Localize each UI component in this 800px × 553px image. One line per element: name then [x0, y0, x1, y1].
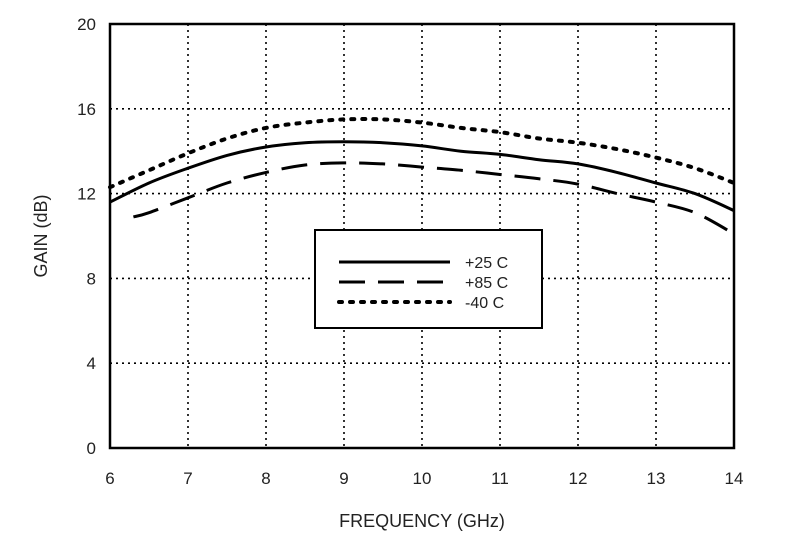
series-line-40c: [108, 117, 736, 190]
y-tick-labels: 0 4 8 12 16 20: [77, 15, 96, 458]
legend-entries: +25 C +85 C -40 C: [337, 255, 508, 312]
legend-box: [314, 229, 543, 329]
legend-label: -40 C: [465, 295, 504, 312]
y-tick-label: 8: [87, 269, 96, 288]
x-tick-label: 12: [569, 469, 588, 488]
y-tick-label: 16: [77, 100, 96, 119]
x-tick-label: 10: [413, 469, 432, 488]
y-tick-label: 12: [77, 185, 96, 204]
y-tick-label: 4: [87, 354, 96, 373]
x-tick-label: 7: [183, 469, 192, 488]
y-axis-title: GAIN (dB): [31, 194, 51, 277]
series-lines: [108, 117, 736, 236]
legend-label: +25 C: [465, 255, 508, 272]
x-tick-label: 11: [491, 469, 509, 488]
plot-frame: [108, 22, 736, 450]
legend-label: +85 C: [465, 275, 508, 292]
x-tick-label: 6: [105, 469, 114, 488]
x-tick-label: 9: [339, 469, 348, 488]
x-tick-label: 8: [261, 469, 270, 488]
y-tick-label: 20: [77, 15, 96, 34]
series-line-85c: [133, 161, 735, 236]
x-tick-labels: 6 7 8 9 10 11 12 13 14: [105, 469, 743, 488]
series-line-25c: [109, 140, 735, 212]
y-tick-label: 0: [87, 439, 96, 458]
legend: +25 C +85 C -40 C: [314, 229, 543, 329]
x-tick-label: 14: [725, 469, 744, 488]
x-tick-label: 13: [647, 469, 666, 488]
x-axis-title: FREQUENCY (GHz): [339, 511, 505, 531]
